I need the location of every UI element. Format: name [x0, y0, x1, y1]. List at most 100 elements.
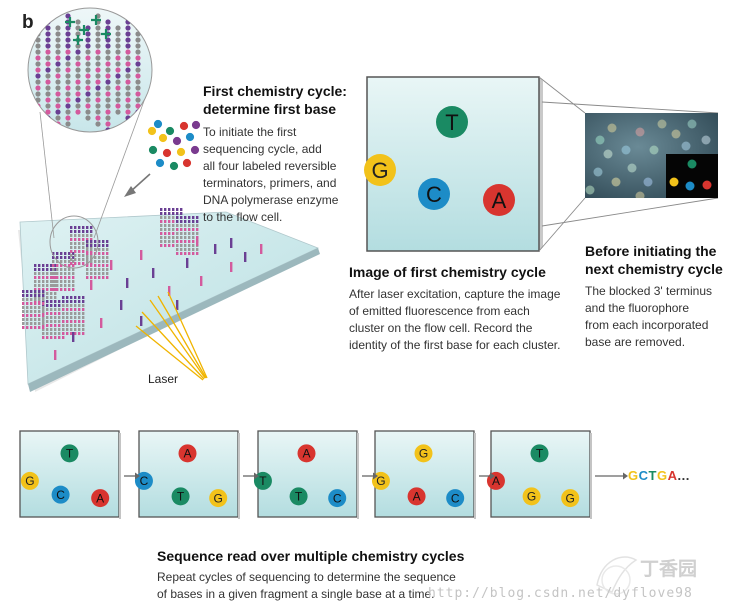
- micrograph-spot: [702, 180, 712, 190]
- cycle-panel: A C T G: [134, 430, 240, 519]
- before-next-title-line2: next chemistry cycle: [585, 261, 723, 277]
- watermark-logo-text: 丁香园: [640, 559, 698, 580]
- base-A-circle: A: [486, 471, 505, 490]
- base-T-circle: T: [289, 487, 308, 506]
- reagent-dot: [148, 145, 158, 155]
- base-letter: T: [295, 490, 303, 504]
- base-letter: A: [492, 474, 500, 488]
- base-A-circle: A: [91, 489, 110, 508]
- panel-letter: b: [22, 12, 34, 33]
- cycle-arrow: [124, 472, 140, 480]
- cycle-panel: T G C A: [19, 430, 121, 519]
- reagent-dot: [162, 148, 172, 158]
- base-letter: T: [445, 110, 458, 135]
- flow-cell-clusters: [22, 208, 263, 360]
- reagent-dot: [165, 126, 175, 136]
- reagent-dot: [176, 147, 186, 157]
- sequence-base: G: [656, 468, 668, 483]
- first-cycle-image-panel: [366, 76, 543, 252]
- first-cycle-body-line: sequencing cycle, add: [203, 142, 322, 156]
- reagent-dot: [153, 119, 163, 129]
- base-A-circle: A: [407, 487, 426, 506]
- before-next-body-line: from each incorporated: [585, 318, 709, 332]
- base-G-circle: G: [561, 489, 580, 508]
- base-letter: G: [566, 491, 575, 505]
- sequence-read-body-line: of bases in a given fragment a single ba…: [157, 587, 435, 601]
- base-C-circle: C: [418, 178, 450, 210]
- before-next-body-line: and the fluorophore: [585, 301, 690, 315]
- reagent-dot: [147, 126, 157, 136]
- first-cycle-title-line2: determine first base: [203, 101, 337, 117]
- base-letter: T: [536, 447, 544, 461]
- base-letter: G: [376, 474, 385, 488]
- base-letter: G: [371, 158, 388, 183]
- reagent-arrow: [124, 173, 151, 197]
- base-letter: A: [184, 447, 192, 461]
- first-cycle-bases: T G C A: [364, 106, 515, 216]
- first-cycle-body-line: terminators, primers, and: [203, 176, 337, 190]
- first-cycle-body-line: To initiate the first: [203, 125, 297, 139]
- base-A-circle: A: [178, 444, 197, 463]
- sequence-result: GCTGA...: [628, 468, 690, 483]
- before-next-body-line: The blocked 3' terminus: [585, 284, 713, 298]
- cycle-panel: T A G G: [486, 430, 592, 519]
- sequence-base: A: [667, 468, 678, 483]
- base-G-circle: G: [522, 487, 541, 506]
- base-C-circle: C: [446, 489, 465, 508]
- reagent-dot: [191, 120, 201, 130]
- base-G-circle: G: [414, 444, 433, 463]
- base-letter: G: [527, 490, 536, 504]
- first-cycle-body-line: DNA polymerase enzyme: [203, 193, 339, 207]
- base-T-circle: T: [530, 444, 549, 463]
- base-G-circle: G: [20, 471, 39, 490]
- reagent-dot: [190, 145, 200, 155]
- image-cycle-title: Image of first chemistry cycle: [349, 264, 546, 280]
- base-letter: C: [426, 182, 442, 207]
- base-letter: A: [492, 188, 507, 213]
- micrograph-spot: [687, 159, 697, 169]
- sequence-base: T: [648, 468, 657, 483]
- sequence-ellipsis: ...: [677, 468, 690, 483]
- labeled-reversible-terminators: [147, 119, 201, 171]
- base-letter: C: [333, 491, 342, 505]
- base-letter: A: [303, 447, 311, 461]
- cycle-arrow: [479, 472, 495, 480]
- cycle-panel: G G A C: [371, 430, 476, 519]
- reagent-dot: [179, 121, 189, 131]
- laser-beams: [135, 291, 208, 381]
- micrograph-spot: [685, 181, 695, 191]
- laser-label: Laser: [148, 372, 179, 386]
- base-T-circle: T: [171, 487, 190, 506]
- base-A-circle: A: [483, 184, 515, 216]
- base-G-circle: G: [364, 154, 396, 186]
- base-G-circle: G: [209, 489, 228, 508]
- watermark-logo: [596, 556, 638, 595]
- micrograph-spot: [669, 177, 679, 187]
- base-letter: G: [419, 447, 428, 461]
- image-cycle-body-line: of emitted fluorescence from each: [349, 304, 530, 318]
- cycle-panel: A T T C: [253, 430, 359, 519]
- base-letter: T: [259, 474, 267, 488]
- watermark-url: http://blog.csdn.net/dyflove98: [428, 586, 693, 601]
- reagent-dot: [158, 133, 168, 143]
- before-next-body-line: base are removed.: [585, 335, 686, 349]
- reagent-dot: [172, 136, 182, 146]
- base-C-circle: C: [51, 485, 70, 504]
- base-letter: T: [177, 490, 185, 504]
- before-next-caption: Before initiating the next chemistry cyc…: [585, 242, 735, 351]
- reagent-dot: [169, 161, 179, 171]
- image-cycle-body-line: cluster on the flow cell. Record the: [349, 321, 533, 335]
- base-letter: A: [413, 490, 421, 504]
- first-cycle-caption: First chemistry cycle: determine first b…: [203, 82, 363, 226]
- image-cycle-body-line: After laser excitation, capture the imag…: [349, 287, 561, 301]
- first-cycle-body-line: to the flow cell.: [203, 210, 283, 224]
- base-letter: G: [214, 491, 223, 505]
- base-T-circle: T: [436, 106, 468, 138]
- reagent-dot: [182, 158, 192, 168]
- cycle-arrow: [362, 472, 378, 480]
- base-A-circle: A: [297, 444, 316, 463]
- sequence-read-body-line: Repeat cycles of sequencing to determine…: [157, 570, 456, 584]
- zoom-connector-lines: [538, 76, 719, 252]
